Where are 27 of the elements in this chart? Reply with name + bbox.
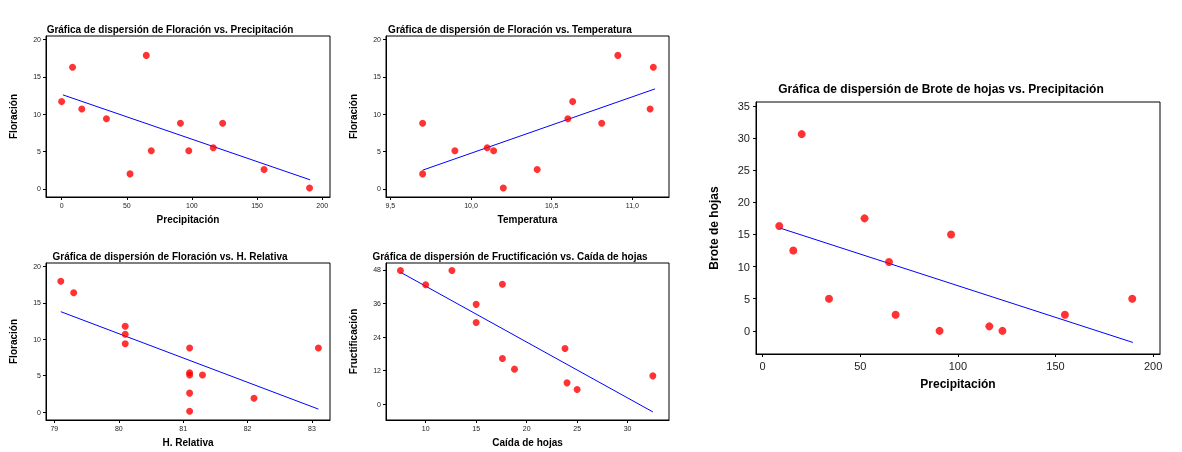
x-tick-label: 150: [1046, 359, 1065, 372]
x-axis-title: Precipitación: [920, 377, 996, 391]
y-tick-label: 0: [743, 324, 750, 337]
x-tick-label: 0: [759, 359, 766, 372]
x-axis-title: Caída de hojas: [492, 436, 564, 448]
chart-title: Gráfica de dispersión de Brote de hojas vs. Precipitación: [778, 82, 1104, 96]
y-tick-label: 15: [737, 228, 750, 241]
x-axis-title: Temperatura: [497, 213, 558, 225]
y-axis-title: Fructificación: [347, 308, 359, 375]
x-tick-label: 200: [1143, 359, 1163, 372]
x-tick-label: 50: [854, 359, 867, 372]
x-axis-title: Precipitación: [156, 213, 220, 225]
chart-title: Gráfica de dispersión de Floración vs. Precipitación: [46, 23, 294, 35]
y-axis-title: Floración: [7, 93, 19, 140]
y-tick-label: 25: [737, 164, 750, 177]
y-axis-title: Floración: [7, 318, 19, 365]
y-tick-label: 5: [743, 292, 750, 305]
y-axis-title: Floración: [347, 93, 359, 140]
y-axis-title: Brote de hojas: [707, 186, 721, 270]
chart-title: Gráfica de dispersión de Floración vs. Temperatura: [388, 23, 633, 35]
y-tick-label: 30: [737, 132, 750, 144]
y-tick-label: 35: [737, 99, 750, 112]
chart-title: Gráfica de dispersión de Floración vs. H. Relativa: [52, 250, 288, 262]
x-axis-title: H. Relativa: [162, 436, 214, 448]
x-tick-label: 100: [948, 359, 968, 372]
chart-title: Gráfica de dispersión de Fructificación vs. Caída de hojas: [372, 250, 648, 262]
y-tick-label: 10: [737, 260, 750, 273]
